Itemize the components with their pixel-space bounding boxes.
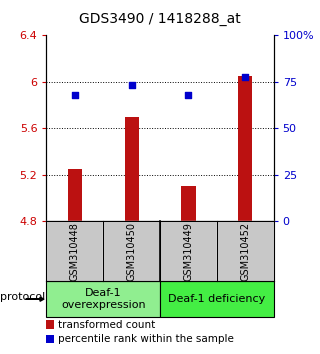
Text: percentile rank within the sample: percentile rank within the sample	[58, 334, 234, 344]
Text: GSM310448: GSM310448	[70, 222, 80, 281]
Text: protocol: protocol	[0, 292, 45, 302]
Text: Deaf-1 deficiency: Deaf-1 deficiency	[168, 294, 265, 304]
Text: GSM310449: GSM310449	[183, 222, 193, 281]
Bar	[181, 187, 196, 221]
Point	[72, 92, 77, 98]
Point	[243, 74, 248, 80]
Point	[186, 92, 191, 98]
Text: transformed count: transformed count	[58, 320, 155, 330]
Text: GSM310450: GSM310450	[127, 222, 137, 281]
Bar	[68, 169, 82, 221]
Text: GDS3490 / 1418288_at: GDS3490 / 1418288_at	[79, 12, 241, 27]
Text: Deaf-1
overexpression: Deaf-1 overexpression	[61, 288, 146, 310]
Bar	[124, 117, 139, 221]
Bar	[238, 76, 252, 221]
Text: GSM310452: GSM310452	[240, 222, 250, 281]
Point	[129, 82, 134, 87]
